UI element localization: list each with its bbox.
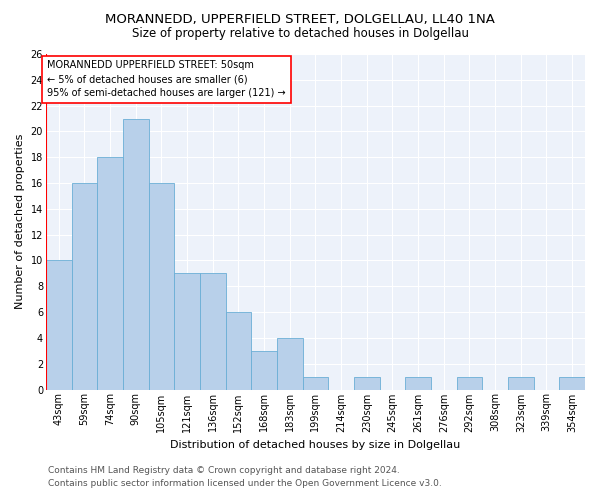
Text: Contains HM Land Registry data © Crown copyright and database right 2024.
Contai: Contains HM Land Registry data © Crown c… [48,466,442,487]
Bar [457,376,482,390]
Bar [123,118,149,390]
Bar [226,312,251,390]
Bar [97,157,123,390]
X-axis label: Distribution of detached houses by size in Dolgellau: Distribution of detached houses by size … [170,440,461,450]
Bar [277,338,302,390]
Bar [200,274,226,390]
Y-axis label: Number of detached properties: Number of detached properties [15,134,25,310]
Bar [302,376,328,390]
Bar [174,274,200,390]
Text: MORANNEDD UPPERFIELD STREET: 50sqm
← 5% of detached houses are smaller (6)
95% o: MORANNEDD UPPERFIELD STREET: 50sqm ← 5% … [47,60,286,98]
Bar [251,351,277,390]
Bar [405,376,431,390]
Bar [559,376,585,390]
Bar [71,183,97,390]
Text: Size of property relative to detached houses in Dolgellau: Size of property relative to detached ho… [131,28,469,40]
Bar [354,376,380,390]
Text: MORANNEDD, UPPERFIELD STREET, DOLGELLAU, LL40 1NA: MORANNEDD, UPPERFIELD STREET, DOLGELLAU,… [105,12,495,26]
Bar [46,260,71,390]
Bar [508,376,533,390]
Bar [149,183,174,390]
